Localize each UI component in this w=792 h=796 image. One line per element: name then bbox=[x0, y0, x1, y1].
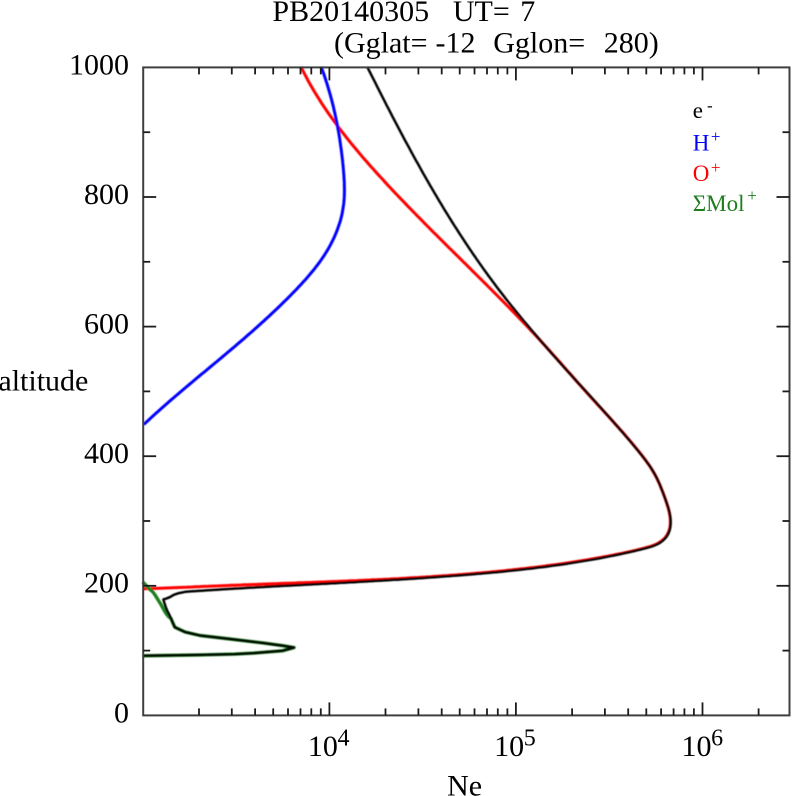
svg-text:Ne: Ne bbox=[447, 769, 482, 796]
svg-text:UT=: UT= bbox=[453, 0, 510, 28]
svg-text:4: 4 bbox=[338, 725, 350, 751]
svg-text:0: 0 bbox=[114, 696, 129, 729]
svg-text:280): 280) bbox=[604, 27, 659, 60]
svg-text:+: + bbox=[711, 158, 721, 177]
svg-text:(Gglat=: (Gglat= bbox=[334, 27, 428, 60]
svg-text:10: 10 bbox=[494, 730, 524, 763]
svg-text:PB20140305: PB20140305 bbox=[272, 0, 429, 28]
svg-text:altitude: altitude bbox=[0, 365, 88, 398]
svg-text:7: 7 bbox=[520, 0, 535, 28]
svg-text:-12: -12 bbox=[436, 27, 476, 60]
svg-text:6: 6 bbox=[711, 725, 723, 751]
svg-text:+: + bbox=[747, 186, 757, 205]
svg-text:400: 400 bbox=[84, 437, 129, 470]
svg-text:Gglon=: Gglon= bbox=[493, 27, 585, 60]
svg-text:ΣMol: ΣMol bbox=[693, 191, 745, 216]
svg-text:-: - bbox=[707, 96, 713, 115]
svg-text:800: 800 bbox=[84, 178, 129, 211]
svg-text:10: 10 bbox=[308, 730, 338, 763]
svg-text:O: O bbox=[693, 161, 710, 186]
svg-text:200: 200 bbox=[84, 567, 129, 600]
svg-text:+: + bbox=[711, 127, 721, 146]
svg-text:H: H bbox=[693, 130, 710, 155]
svg-text:1000: 1000 bbox=[69, 48, 129, 81]
svg-text:e: e bbox=[693, 98, 703, 123]
svg-text:600: 600 bbox=[84, 308, 129, 341]
svg-text:5: 5 bbox=[524, 725, 536, 751]
svg-text:10: 10 bbox=[682, 730, 712, 763]
